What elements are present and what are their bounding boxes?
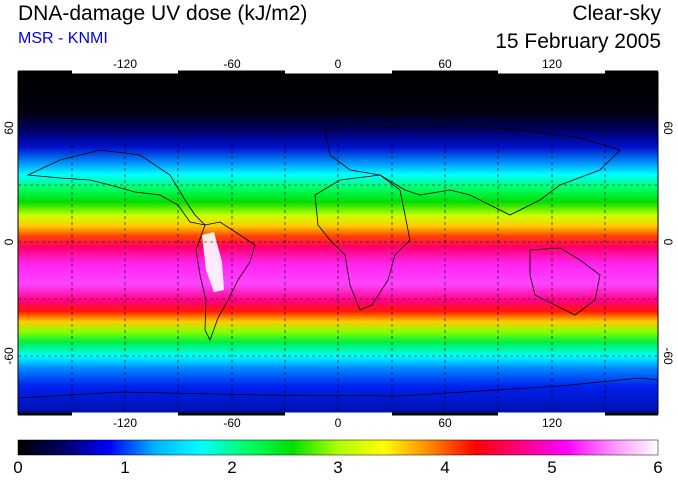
lat-label-right-2: 0 — [661, 239, 675, 246]
colorbar-label-0: 0 — [13, 458, 23, 477]
lon-label-top-3: 0 — [335, 57, 342, 71]
lon-label-top-1: -120 — [113, 57, 137, 71]
lon-label-bottom-5: 120 — [542, 416, 562, 430]
graticule — [18, 72, 658, 414]
lon-label-bottom-2: -60 — [223, 416, 241, 430]
lat-label-right-1: 60 — [661, 121, 675, 135]
africa-coast — [314, 174, 411, 311]
lat-label-left-1: 60 — [2, 121, 16, 135]
andes-high-uv — [202, 232, 224, 292]
data-source: MSR - KNMI — [18, 30, 108, 47]
north-america-coast — [26, 149, 207, 226]
lon-label-bottom-4: 60 — [438, 416, 452, 430]
antarctica-coast — [17, 377, 659, 399]
lon-label-bottom-3: 0 — [335, 416, 342, 430]
lat-label-left-2: 0 — [2, 238, 16, 245]
sky-condition: Clear-sky — [572, 2, 661, 25]
south-america-coast — [195, 221, 256, 342]
eurasia-coast — [324, 124, 621, 216]
colorbar-label-4: 4 — [440, 458, 450, 477]
lon-label-top-4: 60 — [438, 57, 452, 71]
lon-label-top-5: 120 — [542, 57, 562, 71]
coastlines — [17, 124, 659, 399]
map-date: 15 February 2005 — [495, 30, 661, 53]
colorbar-label-2: 2 — [227, 458, 237, 477]
colorbar — [17, 439, 659, 456]
lon-label-top-2: -60 — [223, 57, 241, 71]
colorbar-label-1: 1 — [120, 458, 130, 477]
colorbar-label-6: 6 — [653, 458, 663, 477]
frame-ticks — [18, 70, 658, 416]
australia-coast — [529, 247, 601, 316]
lat-label-left-3: -60 — [2, 347, 16, 365]
lon-label-bottom-1: -120 — [113, 416, 137, 430]
lat-label-right-3: -60 — [661, 347, 675, 365]
map-title: DNA-damage UV dose (kJ/m2) — [18, 2, 308, 25]
colorbar-label-3: 3 — [333, 458, 343, 477]
colorbar-label-5: 5 — [547, 458, 557, 477]
